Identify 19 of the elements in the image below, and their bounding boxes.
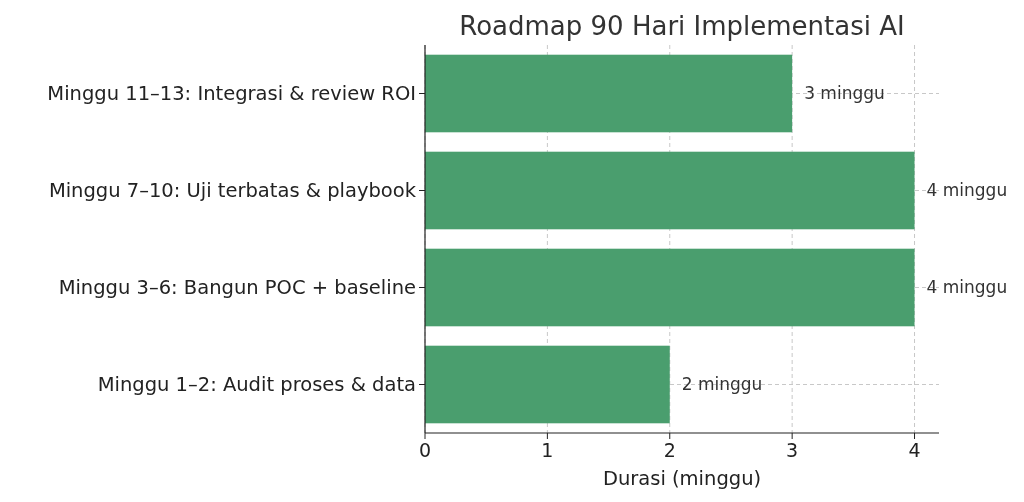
bar (425, 248, 915, 327)
data-label: 4 minggu (926, 180, 1008, 201)
x-axis-title: Durasi (minggu) (602, 467, 762, 490)
bar (425, 151, 915, 230)
bar (425, 345, 670, 424)
data-label: 3 minggu (804, 83, 885, 104)
x-tick-label: 4 (908, 439, 921, 461)
bar (425, 54, 793, 133)
data-label: 4 minggu (926, 277, 1008, 298)
x-tick-label: 1 (541, 439, 554, 461)
y-tick-label: Minggu 3–6: Bangun POC + baseline (58, 276, 416, 300)
chart-title: Roadmap 90 Hari Implementasi AI (459, 11, 905, 41)
x-tick-label: 0 (418, 439, 432, 461)
x-tick-label: 3 (786, 439, 799, 461)
y-tick-label: Minggu 11–13: Integrasi & review ROI (47, 82, 416, 106)
y-tick-label: Minggu 7–10: Uji terbatas & playbook (48, 179, 417, 203)
x-tick-label: 2 (663, 439, 676, 461)
y-tick-label: Minggu 1–2: Audit proses & data (97, 373, 416, 397)
data-label: 2 minggu (681, 374, 763, 395)
